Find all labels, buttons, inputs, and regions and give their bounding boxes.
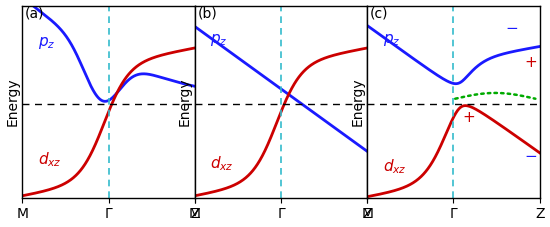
Text: $p_z$: $p_z$ [383,32,400,48]
Text: $d_{xz}$: $d_{xz}$ [38,151,62,169]
Y-axis label: Energy: Energy [350,78,365,126]
Text: $+$: $+$ [524,55,537,70]
Y-axis label: Energy: Energy [178,78,192,126]
Text: $-$: $-$ [505,19,518,34]
Text: (c): (c) [370,7,388,21]
Text: $p_z$: $p_z$ [38,35,56,51]
Text: $d_{xz}$: $d_{xz}$ [383,157,406,176]
Text: (a): (a) [25,7,45,21]
Text: $-$: $-$ [524,147,537,162]
Text: $+$: $+$ [462,110,475,125]
Y-axis label: Energy: Energy [6,78,20,126]
Text: $d_{xz}$: $d_{xz}$ [210,154,234,173]
Text: $p_z$: $p_z$ [210,32,228,48]
Text: (b): (b) [197,7,217,21]
